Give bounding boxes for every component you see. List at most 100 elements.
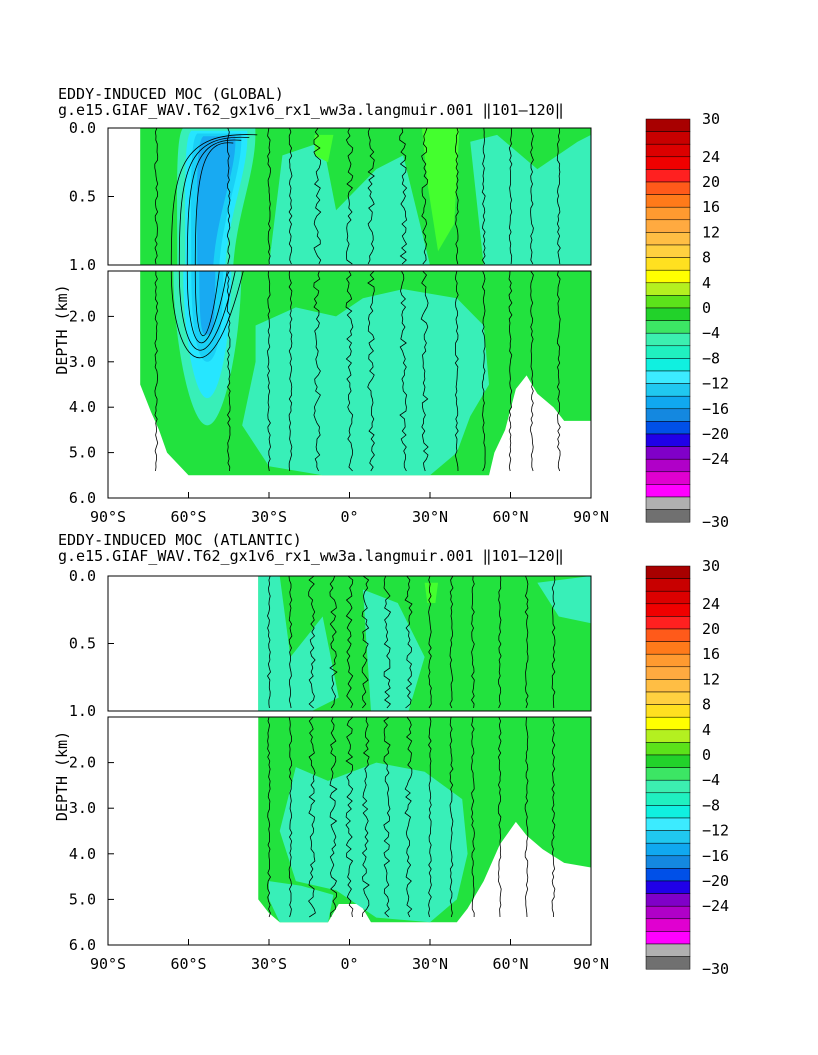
colorbar-swatch <box>645 345 691 359</box>
contour-line <box>345 575 354 709</box>
colorbar-label: 30 <box>702 110 720 128</box>
colorbar-swatch <box>645 754 691 768</box>
y-tick-label: 0.0 <box>69 567 96 585</box>
colorbar-label: 12 <box>702 223 720 241</box>
lower-teal-region-1 <box>269 881 334 923</box>
colorbar-swatch <box>645 830 691 844</box>
x-tick-label: 30°S <box>251 508 287 526</box>
atlantic-panel <box>107 565 691 970</box>
colorbar-label: −30 <box>702 960 729 978</box>
colorbar-label: −24 <box>702 450 729 468</box>
y-axis-label: DEPTH (km) <box>53 731 71 821</box>
colorbar-swatch <box>645 603 691 617</box>
contour-line <box>308 575 316 709</box>
colorbar-label: 16 <box>702 198 720 216</box>
lower-teal-region-0 <box>279 762 468 923</box>
colorbar-label: −24 <box>702 897 729 915</box>
y-tick-label: 5.0 <box>69 890 96 908</box>
contour-line <box>345 127 354 265</box>
upper-teal-region-1 <box>470 134 591 265</box>
colorbar-swatch <box>645 370 691 384</box>
colorbar-label: 12 <box>702 670 720 688</box>
contour-line <box>524 716 529 918</box>
colorbar-swatch <box>645 181 691 195</box>
contour-line <box>471 575 475 709</box>
contour-line <box>367 127 375 265</box>
colorbar-swatch <box>645 691 691 705</box>
colorbar-swatch <box>645 307 691 321</box>
contour-line <box>383 575 392 709</box>
colorbar-label: 0 <box>702 299 711 317</box>
contour-line <box>556 270 561 472</box>
contour-line <box>449 575 454 709</box>
colorbar-label: −12 <box>702 375 729 393</box>
colorbar-label: −4 <box>702 324 720 342</box>
colorbar-swatch <box>645 358 691 372</box>
y-tick-label: 2.0 <box>69 307 96 325</box>
colorbar-swatch <box>645 779 691 794</box>
colorbar-swatch <box>645 729 691 743</box>
colorbar-swatch <box>645 880 691 894</box>
colorbar-swatch <box>645 704 691 718</box>
x-tick-label: 0° <box>340 508 358 526</box>
colorbar-swatch <box>645 666 691 680</box>
contour-line <box>154 270 159 472</box>
contour-line <box>288 716 293 918</box>
contour-line <box>383 716 391 918</box>
colorbar-swatch <box>645 792 691 806</box>
colorbar-swatch <box>645 817 691 831</box>
contour-line <box>497 716 502 918</box>
colorbar-label: 24 <box>702 595 720 613</box>
contour-line <box>345 716 354 918</box>
y-tick-label: 3.0 <box>69 799 96 817</box>
y-tick-label: 1.0 <box>69 256 96 274</box>
cell-contour-line <box>178 136 250 351</box>
global-subtitle: g.e15.GIAF_WAV.T62_gx1v6_rx1_ww3a.langmu… <box>58 101 564 119</box>
colorbar-swatch <box>645 509 691 523</box>
contour-line <box>508 127 513 265</box>
contour-line <box>481 127 486 265</box>
contour-line <box>399 127 408 265</box>
contour-line <box>449 716 454 918</box>
colorbar-swatch <box>645 206 691 221</box>
contour-line <box>551 716 556 918</box>
contour-line <box>471 716 475 918</box>
contour-line <box>226 127 231 265</box>
contour-line <box>404 575 413 709</box>
contour-line <box>556 127 561 265</box>
lower-cell-band-3 <box>199 271 216 335</box>
colorbar-label: 4 <box>702 274 711 292</box>
colorbar-swatch <box>645 590 691 605</box>
x-tick-label: 90°S <box>90 955 126 973</box>
colorbar-label: 8 <box>702 249 711 267</box>
contour-line <box>267 575 271 709</box>
colorbar-swatch <box>645 421 691 435</box>
colorbar-swatch <box>645 143 691 158</box>
colorbar-swatch <box>645 641 691 655</box>
upper-cell-band-3 <box>197 136 236 265</box>
colorbar-swatch <box>645 295 691 309</box>
colorbar-swatch <box>645 219 691 233</box>
colorbar-label: 0 <box>702 746 711 764</box>
colorbar-swatch <box>645 842 691 857</box>
contour-line <box>288 270 293 472</box>
contour-line <box>267 270 271 472</box>
upper-teal-region-2 <box>537 576 591 624</box>
colorbar-label: −8 <box>702 349 720 367</box>
contour-line <box>404 716 413 918</box>
colorbar-swatch <box>645 855 691 869</box>
colorbar-swatch <box>645 194 691 208</box>
y-tick-label: 0.5 <box>69 188 96 206</box>
colorbar-swatch <box>645 169 691 183</box>
bright-green-patch-small <box>314 134 334 163</box>
contour-line <box>498 575 502 709</box>
contour-line <box>508 270 513 472</box>
colorbar-swatch <box>645 616 691 630</box>
contour-line <box>454 127 459 265</box>
contour-line <box>420 270 429 472</box>
colorbar-swatch <box>645 943 691 957</box>
colorbar-swatch <box>645 918 691 932</box>
contour-line <box>288 575 293 709</box>
x-tick-label: 60°N <box>492 508 528 526</box>
